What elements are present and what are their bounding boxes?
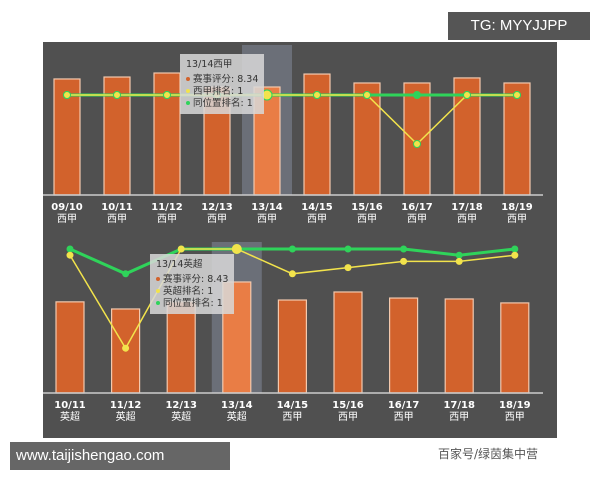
point-1-2-7 [455,251,463,259]
x-tick-league: 西甲 [505,412,525,423]
tooltip-dot [156,277,160,281]
line-0-西甲排名 [67,94,517,146]
x-tick-label: 13/14 [221,400,253,411]
point-0-1-9 [513,91,521,99]
point-1-1-0 [66,251,74,259]
point-0-1-8 [463,91,471,99]
tooltip-row: 同位置排名: 1 [163,297,223,309]
point-0-2-7 [413,91,421,99]
x-tick-label: 13/14 [251,202,283,213]
x-tick-label: 12/13 [165,400,197,411]
tooltip-dot [186,77,190,81]
x-tick-label: 09/10 [51,202,83,213]
point-1-1-4 [288,270,296,278]
tooltip-box [150,254,234,314]
bar-1-7 [444,298,474,394]
chart-svg: 09/10西甲10/11西甲11/12西甲12/13西甲13/14西甲14/15… [43,45,543,423]
point-0-1-5 [313,91,321,99]
bar-1-0 [55,301,85,394]
bar-0-6 [353,82,381,196]
tooltip-row: 英超排名: 1 [163,285,213,297]
point-1-1-5 [344,264,352,272]
tooltip-row: 西甲排名: 1 [193,85,243,97]
point-1-2-0 [66,245,74,253]
bar-1-6 [389,297,419,394]
x-tick-league: 英超 [227,410,247,423]
tooltip-dot [186,89,190,93]
x-tick-label: 16/17 [388,400,420,411]
bar-1-8 [500,302,530,394]
tooltip-row: 赛事评分: 8.34 [193,73,258,85]
x-tick-league: 西甲 [357,214,377,225]
x-tick-label: 15/16 [351,202,383,213]
tooltip-row: 同位置排名: 1 [193,97,253,109]
x-tick-label: 14/15 [277,400,309,411]
tooltip-title: 13/14英超 [156,258,203,270]
point-0-1-2 [163,91,171,99]
chart-panel: 09/10 西甲 10/11 西甲 11/12 西甲 12/13 西甲 13/14 西甲 14/15… [43,42,557,438]
point-1-1-7 [455,257,463,265]
x-tick-league: 西甲 [449,412,469,423]
bar-0-7 [403,82,431,196]
x-tick-label: 15/16 [332,400,364,411]
x-tick-label: 17/18 [451,202,483,213]
point-1-2-5 [344,245,352,253]
point-1-1-8 [511,251,519,259]
x-tick-league: 西甲 [394,412,414,423]
tooltip-dot [186,101,190,105]
x-tick-label: 10/11 [101,202,133,213]
point-1-2-4 [288,245,296,253]
x-tick-label: 17/18 [443,400,475,411]
x-tick-league: 西甲 [507,214,527,225]
x-tick-label: 14/15 [301,202,333,213]
x-tick-label: 16/17 [401,202,433,213]
watermark-source: 百家号/绿茵集中营 [438,447,539,461]
x-tick-label: 11/12 [110,400,142,411]
tooltip-box [180,54,264,114]
x-tick-league: 西甲 [207,214,227,225]
bar-1-2 [166,301,196,394]
x-tick-label: 18/19 [499,400,531,411]
x-tick-label: 12/13 [201,202,233,213]
tooltip-row: 赛事评分: 8.43 [163,273,228,285]
tooltip-dot [156,301,160,305]
x-tick-league: 英超 [171,410,191,423]
x-tick-league: 西甲 [157,214,177,225]
point-1-1-6 [400,257,408,265]
tooltip-title: 13/14西甲 [186,59,232,70]
x-tick-label: 11/12 [151,202,183,213]
watermark-site: www.taijishengao.com [10,442,230,470]
bar-1-4 [277,299,307,394]
x-tick-league: 西甲 [282,412,302,423]
point-0-1-1 [113,91,121,99]
x-tick-league: 西甲 [107,214,127,225]
x-tick-label: 10/11 [54,400,86,411]
point-1-2-1 [122,270,130,278]
point-0-1-6 [363,91,371,99]
point-1-2-8 [511,245,519,253]
x-tick-league: 英超 [60,410,80,423]
x-tick-league: 西甲 [307,214,327,225]
x-tick-league: 西甲 [57,214,77,225]
point-0-1-0 [63,91,71,99]
point-1-1-2 [177,245,185,253]
x-tick-league: 西甲 [338,412,358,423]
x-tick-league: 英超 [116,410,136,423]
point-1-1-1 [122,344,130,352]
bar-1-5 [333,291,363,394]
bar-0-9 [503,82,531,196]
tooltip-dot [156,289,160,293]
watermark-tg: TG: MYYJJPP [448,12,590,40]
point-1-2-6 [400,245,408,253]
x-tick-league: 西甲 [257,214,277,225]
x-tick-league: 西甲 [407,214,427,225]
point-0-1-7 [413,140,421,148]
point-1-1-3 [231,244,242,254]
x-tick-label: 18/19 [501,202,533,213]
x-tick-league: 西甲 [457,214,477,225]
